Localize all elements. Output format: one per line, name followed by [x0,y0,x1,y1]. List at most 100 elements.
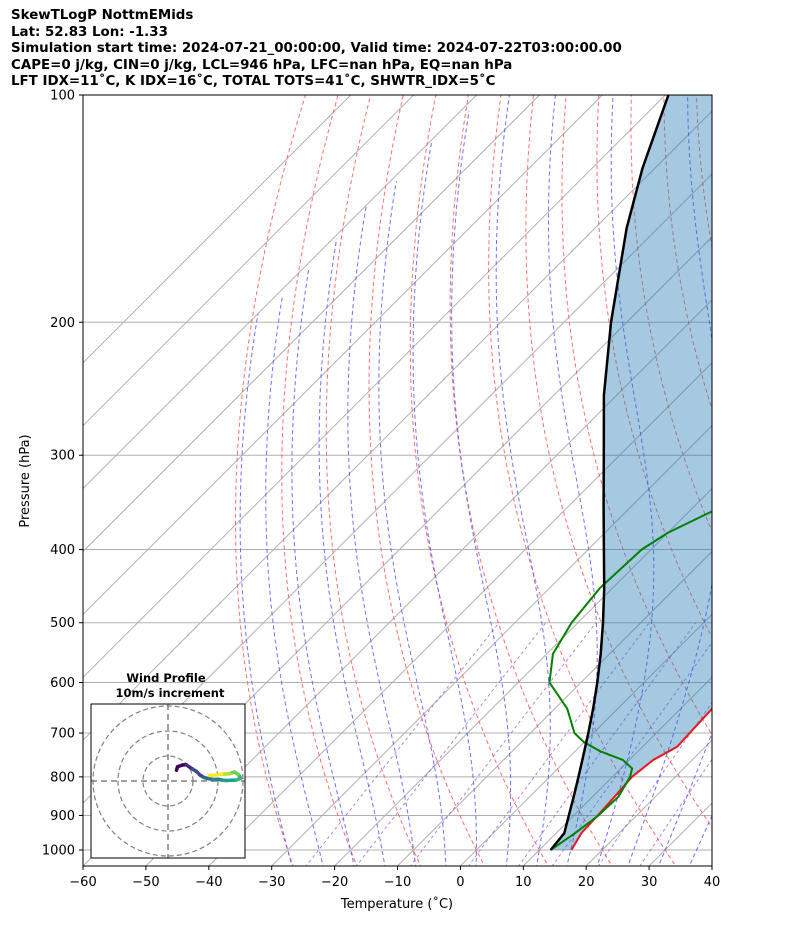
barb-flag [744,777,753,787]
barb-flag [740,506,744,519]
barb-flag [752,177,757,190]
moist-adiabat [596,95,655,866]
x-axis-label: Temperature (˚C) [340,896,453,912]
moist-adiabat [451,110,512,866]
barb-shaft [711,268,712,269]
y-tick-label: 800 [50,770,75,785]
x-tick-label: −30 [258,875,285,890]
moist-adiabat [347,205,417,866]
mixing-ratio-lines [305,622,712,866]
isotherm-line [334,487,712,866]
wind-barb [711,832,751,862]
y-tick-label: 700 [50,727,75,742]
y-tick-label: 1000 [42,844,75,859]
barb-half-flag [742,827,746,833]
moist-adiabat [265,296,324,866]
barb-half-flag [742,839,746,845]
wind-barbs [711,135,758,862]
x-tick-label: −60 [69,875,96,890]
barb-flag [745,801,754,811]
negative-area [550,95,712,850]
barb-flag [752,314,756,327]
barb-half-flag [736,268,738,275]
wind-barb [712,660,756,673]
x-tick-label: 20 [578,875,595,890]
barb-flag [748,268,752,281]
wind-barb [712,455,756,468]
barb-flag [752,135,758,147]
moist-adiabat [291,268,355,866]
barb-flag [740,314,744,327]
wind-barb [712,558,756,571]
barb-flag [752,506,756,519]
barb-shaft [711,759,712,761]
x-axis-ticks: −60 −50 −40 −30 −20 −10 0 10 20 30 40 [69,866,720,890]
isotherm-line [208,362,712,866]
barb-flag [740,222,745,235]
parcel-line [549,95,670,851]
barb-shaft [711,222,712,224]
dewpoint-line [548,510,712,851]
barb-flag [748,609,752,622]
isotherm-line [711,865,712,866]
isotherm-line [271,424,712,866]
y-tick-label: 100 [50,89,75,104]
barb-flag [746,838,754,849]
x-tick-label: −50 [132,875,159,890]
barb-half-flag [736,361,738,368]
barb-half-flag [740,178,743,185]
barb-flag [750,836,758,847]
x-tick-label: 10 [515,875,532,890]
barb-shaft [711,792,712,793]
isotherm-line [83,95,415,427]
isotherm-line [522,676,712,866]
parcel-area-fill [550,95,712,850]
moist-adiabat [378,180,447,866]
wind-barb [711,799,758,816]
barb-flag [748,136,754,148]
barb-flag [748,221,753,234]
barb-shaft [711,180,712,182]
inset-title: Wind Profile [126,671,206,685]
barb-flag [752,660,756,673]
barb-half-flag [736,455,738,462]
barb-flag [752,268,756,281]
station-coordinates: Lat: 52.83 Lon: -1.33 [11,24,168,40]
moist-adiabat [712,95,794,883]
barb-flag [744,221,749,234]
isotherm-line [145,299,712,866]
barb-flag [744,506,748,519]
isotherm-line [83,95,540,553]
wind-barb [711,268,756,281]
barb-flag [744,361,748,374]
isotherm-line [83,110,712,741]
chart-header: SkewTLogP NottmEMids Lat: 52.83 Lon: -1.… [11,8,622,91]
stability-indices-2: LFT IDX=11˚C, K IDX=16˚C, TOTAL TOTS=41˚… [11,74,496,90]
moist-adiabat [412,140,477,866]
moist-adiabat [548,95,598,866]
moist-adiabat [658,731,712,866]
barb-flag [744,314,748,327]
moist-adiabat [627,95,712,866]
dry-adiabat [281,95,358,866]
barb-flag [748,314,752,327]
mixing-ratio-line [551,641,712,866]
mixing-ratio-line [305,622,500,866]
wind-barb [711,177,757,190]
barb-flag [739,832,751,838]
wind-barb [712,609,756,622]
wind-barb [712,361,756,374]
barb-flag [752,558,756,571]
barb-flag [752,609,756,622]
wind-barb [711,759,752,772]
barb-flag [749,799,758,809]
isotherm-line [83,95,603,616]
barb-flag [748,759,752,772]
barb-flag [752,361,756,374]
dry-adiabat [762,95,794,881]
barb-flag [748,506,752,519]
wind-barb [711,827,746,837]
barb-shaft [711,849,712,851]
barb-flag [740,455,744,468]
